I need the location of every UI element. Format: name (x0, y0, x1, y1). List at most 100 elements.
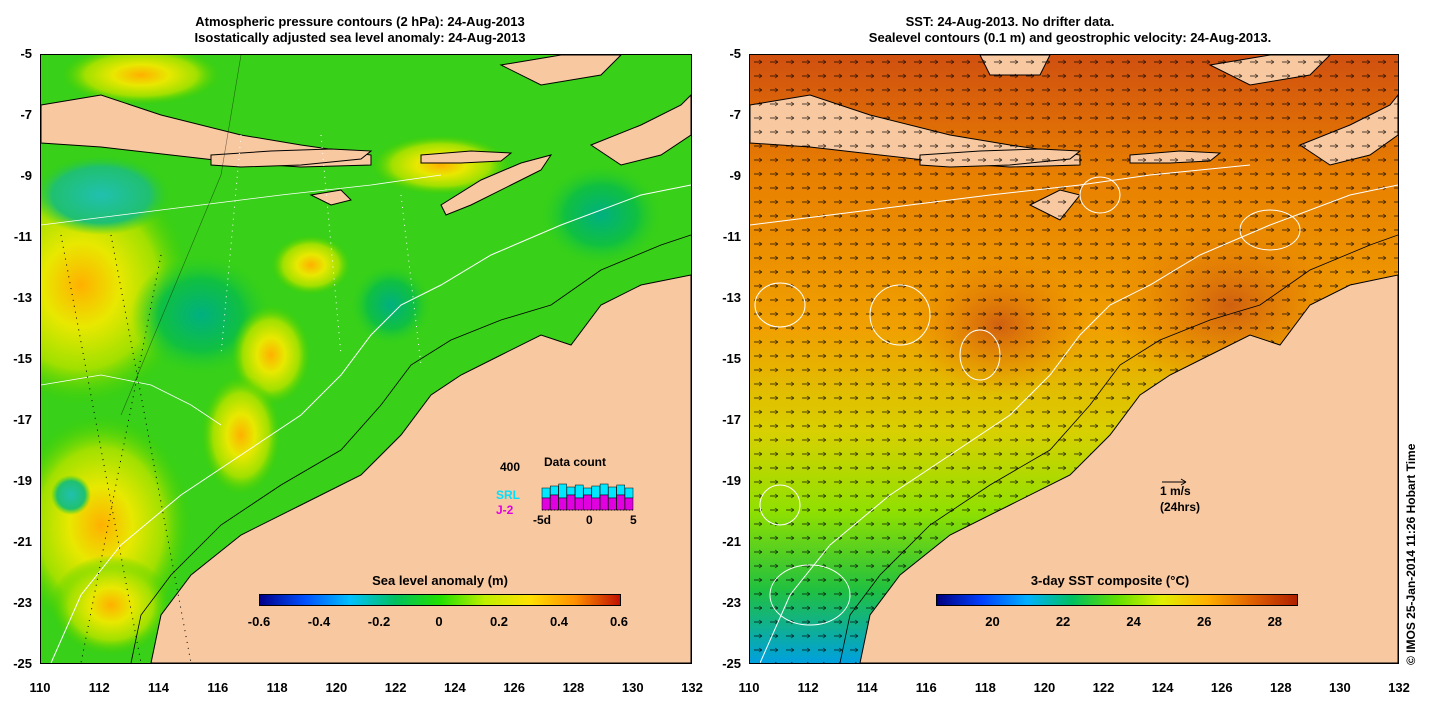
left-x-tick: 120 (325, 680, 348, 695)
sst-colorbar-tick: 24 (1126, 614, 1141, 629)
right-x-tick: 112 (797, 680, 819, 695)
right-x-tick: 130 (1329, 680, 1351, 695)
right-y-tick: -21 (722, 534, 741, 549)
right-x-tick: 120 (1033, 680, 1056, 695)
right-x-tick: 116 (915, 680, 937, 695)
right-x-tick: 110 (738, 680, 760, 695)
left-x-tick: 122 (384, 680, 407, 695)
srl-count-bar (583, 487, 592, 496)
sla-colorbar-tick: 0.6 (609, 614, 629, 629)
sla-colorbar-tick: 0.4 (549, 614, 569, 629)
sla-colorbar-tick: 0 (435, 614, 443, 629)
left-y-tick: -23 (13, 595, 32, 610)
right-y-tick: -7 (729, 107, 741, 122)
left-x-tick: 132 (681, 680, 703, 695)
sst-colorbar-tick: 26 (1197, 614, 1212, 629)
j2-count-bar (608, 497, 617, 511)
srl-count-bar (608, 486, 617, 499)
left-x-tick: 130 (621, 680, 644, 695)
sla-colorbar-tick: -0.4 (307, 614, 331, 629)
right-y-tick: -23 (722, 595, 741, 610)
j2-count-bar (558, 497, 567, 511)
sst-colorbar-tick: 20 (985, 614, 1000, 629)
right-y-tick: -15 (722, 351, 741, 366)
right-y-tick: -5 (729, 46, 741, 61)
sst-colorbar-tick: 22 (1055, 614, 1071, 629)
srl-count-bar (541, 487, 551, 499)
sst-colorbar-tick: 28 (1267, 614, 1283, 629)
j2-count-bar (599, 494, 609, 511)
srl-series-label: SRL (496, 488, 520, 502)
sla-colorbar-tick: 0.2 (489, 614, 509, 629)
left-x-tick: 124 (444, 680, 466, 695)
data-count-title: Data count (544, 455, 607, 469)
srl-count-bar (591, 485, 601, 499)
left-y-tick: -5 (20, 46, 32, 61)
right-title-line1: SST: 24-Aug-2013. No drifter data. (905, 14, 1115, 29)
hist-tick-end: 5 (630, 513, 637, 527)
right-x-tick: 122 (1092, 680, 1115, 695)
left-y-tick: -7 (20, 107, 32, 122)
j2-count-bar (591, 497, 601, 511)
j2-count-bar (583, 494, 592, 511)
data-count-histogram (541, 483, 634, 511)
right-x-tick: 118 (974, 680, 996, 695)
right-y-tick: -19 (722, 473, 741, 488)
right-x-tick: 132 (1388, 680, 1410, 695)
left-y-tick: -13 (13, 290, 32, 305)
left-y-tick: -9 (20, 168, 32, 183)
left-x-tick: 126 (503, 680, 526, 695)
right-y-tick: -25 (722, 656, 741, 671)
j2-count-bar (574, 497, 584, 511)
left-y-tick: -19 (13, 473, 32, 488)
srl-count-bar (616, 484, 625, 496)
sla-colorbar-tick: -0.6 (247, 614, 271, 629)
sla-colorbar-tick: -0.2 (367, 614, 391, 629)
left-y-tick: -11 (13, 229, 32, 244)
left-x-tick: 116 (207, 680, 229, 695)
sst-map[interactable] (749, 54, 1399, 664)
left-y-tick: -21 (13, 534, 32, 549)
left-x-tick: 114 (148, 680, 170, 695)
right-y-tick: -9 (729, 168, 741, 183)
velocity-scale-time: (24hrs) (1160, 500, 1201, 514)
right-y-tick: -13 (722, 290, 741, 305)
left-y-tick: -17 (13, 412, 32, 427)
srl-count-bar (599, 483, 609, 496)
velocity-scale-speed: 1 m/s (1160, 484, 1191, 498)
srl-count-bar (558, 483, 567, 499)
left-title-line2: Isostatically adjusted sea level anomaly… (194, 30, 526, 45)
j2-count-bar (550, 494, 559, 511)
hist-tick-start: -5d (533, 513, 551, 527)
srl-count-bar (574, 484, 584, 499)
sst-colorbar-title: 3-day SST composite (°C) (1030, 573, 1190, 588)
srl-count-bar (624, 487, 634, 499)
right-y-tick: -17 (722, 412, 741, 427)
left-x-tick: 128 (562, 680, 585, 695)
copyright-note: © IMOS 25-Jan-2014 11:26 Hobart Time (1404, 443, 1418, 665)
right-x-tick: 126 (1210, 680, 1233, 695)
left-y-tick: -25 (13, 656, 32, 671)
sla-colorbar (259, 594, 621, 606)
sla-colorbar-title: Sea level anomaly (m) (372, 573, 508, 588)
sst-colorbar (936, 594, 1298, 606)
left-x-tick: 112 (88, 680, 110, 695)
sea-level-anomaly-map[interactable] (40, 54, 692, 664)
right-title-line2: Sealevel contours (0.1 m) and geostrophi… (868, 30, 1272, 45)
hist-tick-mid: 0 (586, 513, 593, 527)
j2-count-bar (624, 497, 634, 511)
right-x-tick: 128 (1269, 680, 1292, 695)
j2-series-label: J-2 (496, 503, 514, 517)
j2-count-bar (566, 494, 576, 511)
left-x-tick: 118 (266, 680, 288, 695)
srl-count-bar (550, 485, 559, 496)
data-count-value: 400 (500, 460, 521, 474)
right-y-tick: -11 (722, 229, 741, 244)
right-x-tick: 114 (856, 680, 878, 695)
sla-map-graphic (41, 55, 691, 663)
sst-map-graphic (750, 55, 1398, 663)
j2-count-bar (616, 494, 625, 511)
srl-count-bar (566, 486, 576, 496)
left-x-tick: 110 (29, 680, 51, 695)
j2-count-bar (541, 497, 551, 511)
